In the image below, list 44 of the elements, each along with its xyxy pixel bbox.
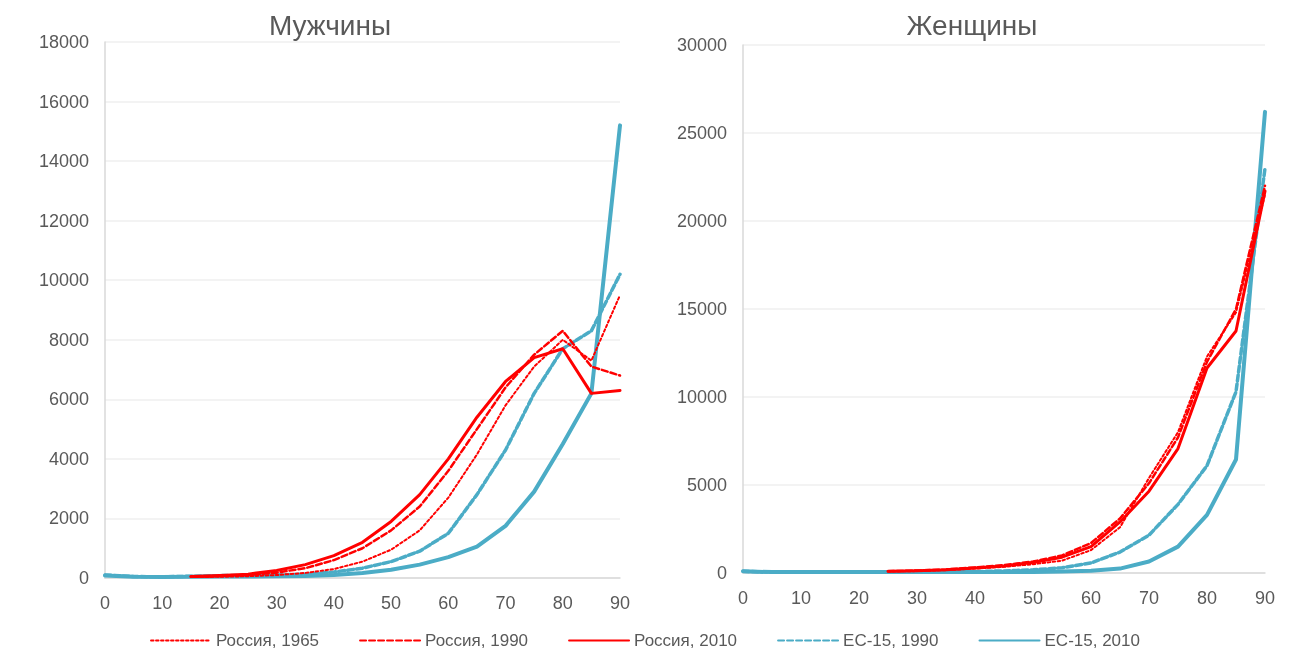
y-tick-label: 12000 [38, 210, 89, 231]
y-tick-label: 4000 [48, 448, 89, 469]
x-tick-label: 0 [737, 588, 749, 608]
y-tick-label: 14000 [38, 151, 89, 172]
y-tick-label: 30000 [676, 35, 727, 55]
y-tick-label: 0 [78, 568, 89, 588]
y-tick-label: 16000 [38, 91, 89, 112]
y-tick-label: 15000 [676, 299, 727, 319]
x-tick-label: 40 [964, 588, 986, 608]
x-tick-label: 70 [495, 593, 516, 613]
x-tick-label: 80 [1196, 588, 1218, 608]
x-tick-label: 90 [609, 593, 631, 613]
chart-title: Мужчины [268, 9, 392, 41]
x-tick-label: 60 [438, 593, 459, 613]
x-tick-label: 20 [209, 593, 230, 613]
x-tick-label: 0 [99, 593, 111, 613]
y-tick-label: 5000 [686, 475, 727, 495]
y-tick-label: 8000 [48, 329, 89, 350]
x-tick-label: 50 [381, 593, 402, 613]
y-tick-label: 10000 [676, 387, 727, 407]
x-tick-label: 50 [1022, 588, 1044, 608]
x-tick-label: 80 [552, 593, 573, 613]
x-tick-label: 40 [323, 593, 344, 613]
x-tick-label: 70 [1138, 588, 1160, 608]
x-tick-label: 20 [848, 588, 870, 608]
x-tick-label: 90 [1254, 588, 1276, 608]
y-tick-label: 6000 [48, 389, 89, 410]
chart-title: Женщины [906, 9, 1038, 41]
x-tick-label: 30 [266, 593, 287, 613]
legend-label: Россия, 2010 [634, 631, 738, 650]
y-tick-label: 18000 [38, 32, 89, 52]
legend-label: Россия, 1990 [425, 631, 529, 650]
x-tick-label: 30 [906, 588, 928, 608]
y-tick-label: 25000 [676, 123, 727, 143]
y-tick-label: 2000 [48, 508, 89, 529]
legend-label: ЕС-15, 2010 [1044, 631, 1140, 650]
x-tick-label: 60 [1080, 588, 1102, 608]
y-tick-label: 0 [716, 563, 727, 583]
y-tick-label: 20000 [676, 211, 727, 231]
x-tick-label: 10 [790, 588, 812, 608]
legend-label: Россия, 1965 [216, 631, 320, 650]
legend-label: ЕС-15, 1990 [843, 631, 939, 650]
x-tick-label: 10 [152, 593, 173, 613]
y-tick-label: 10000 [38, 270, 89, 291]
